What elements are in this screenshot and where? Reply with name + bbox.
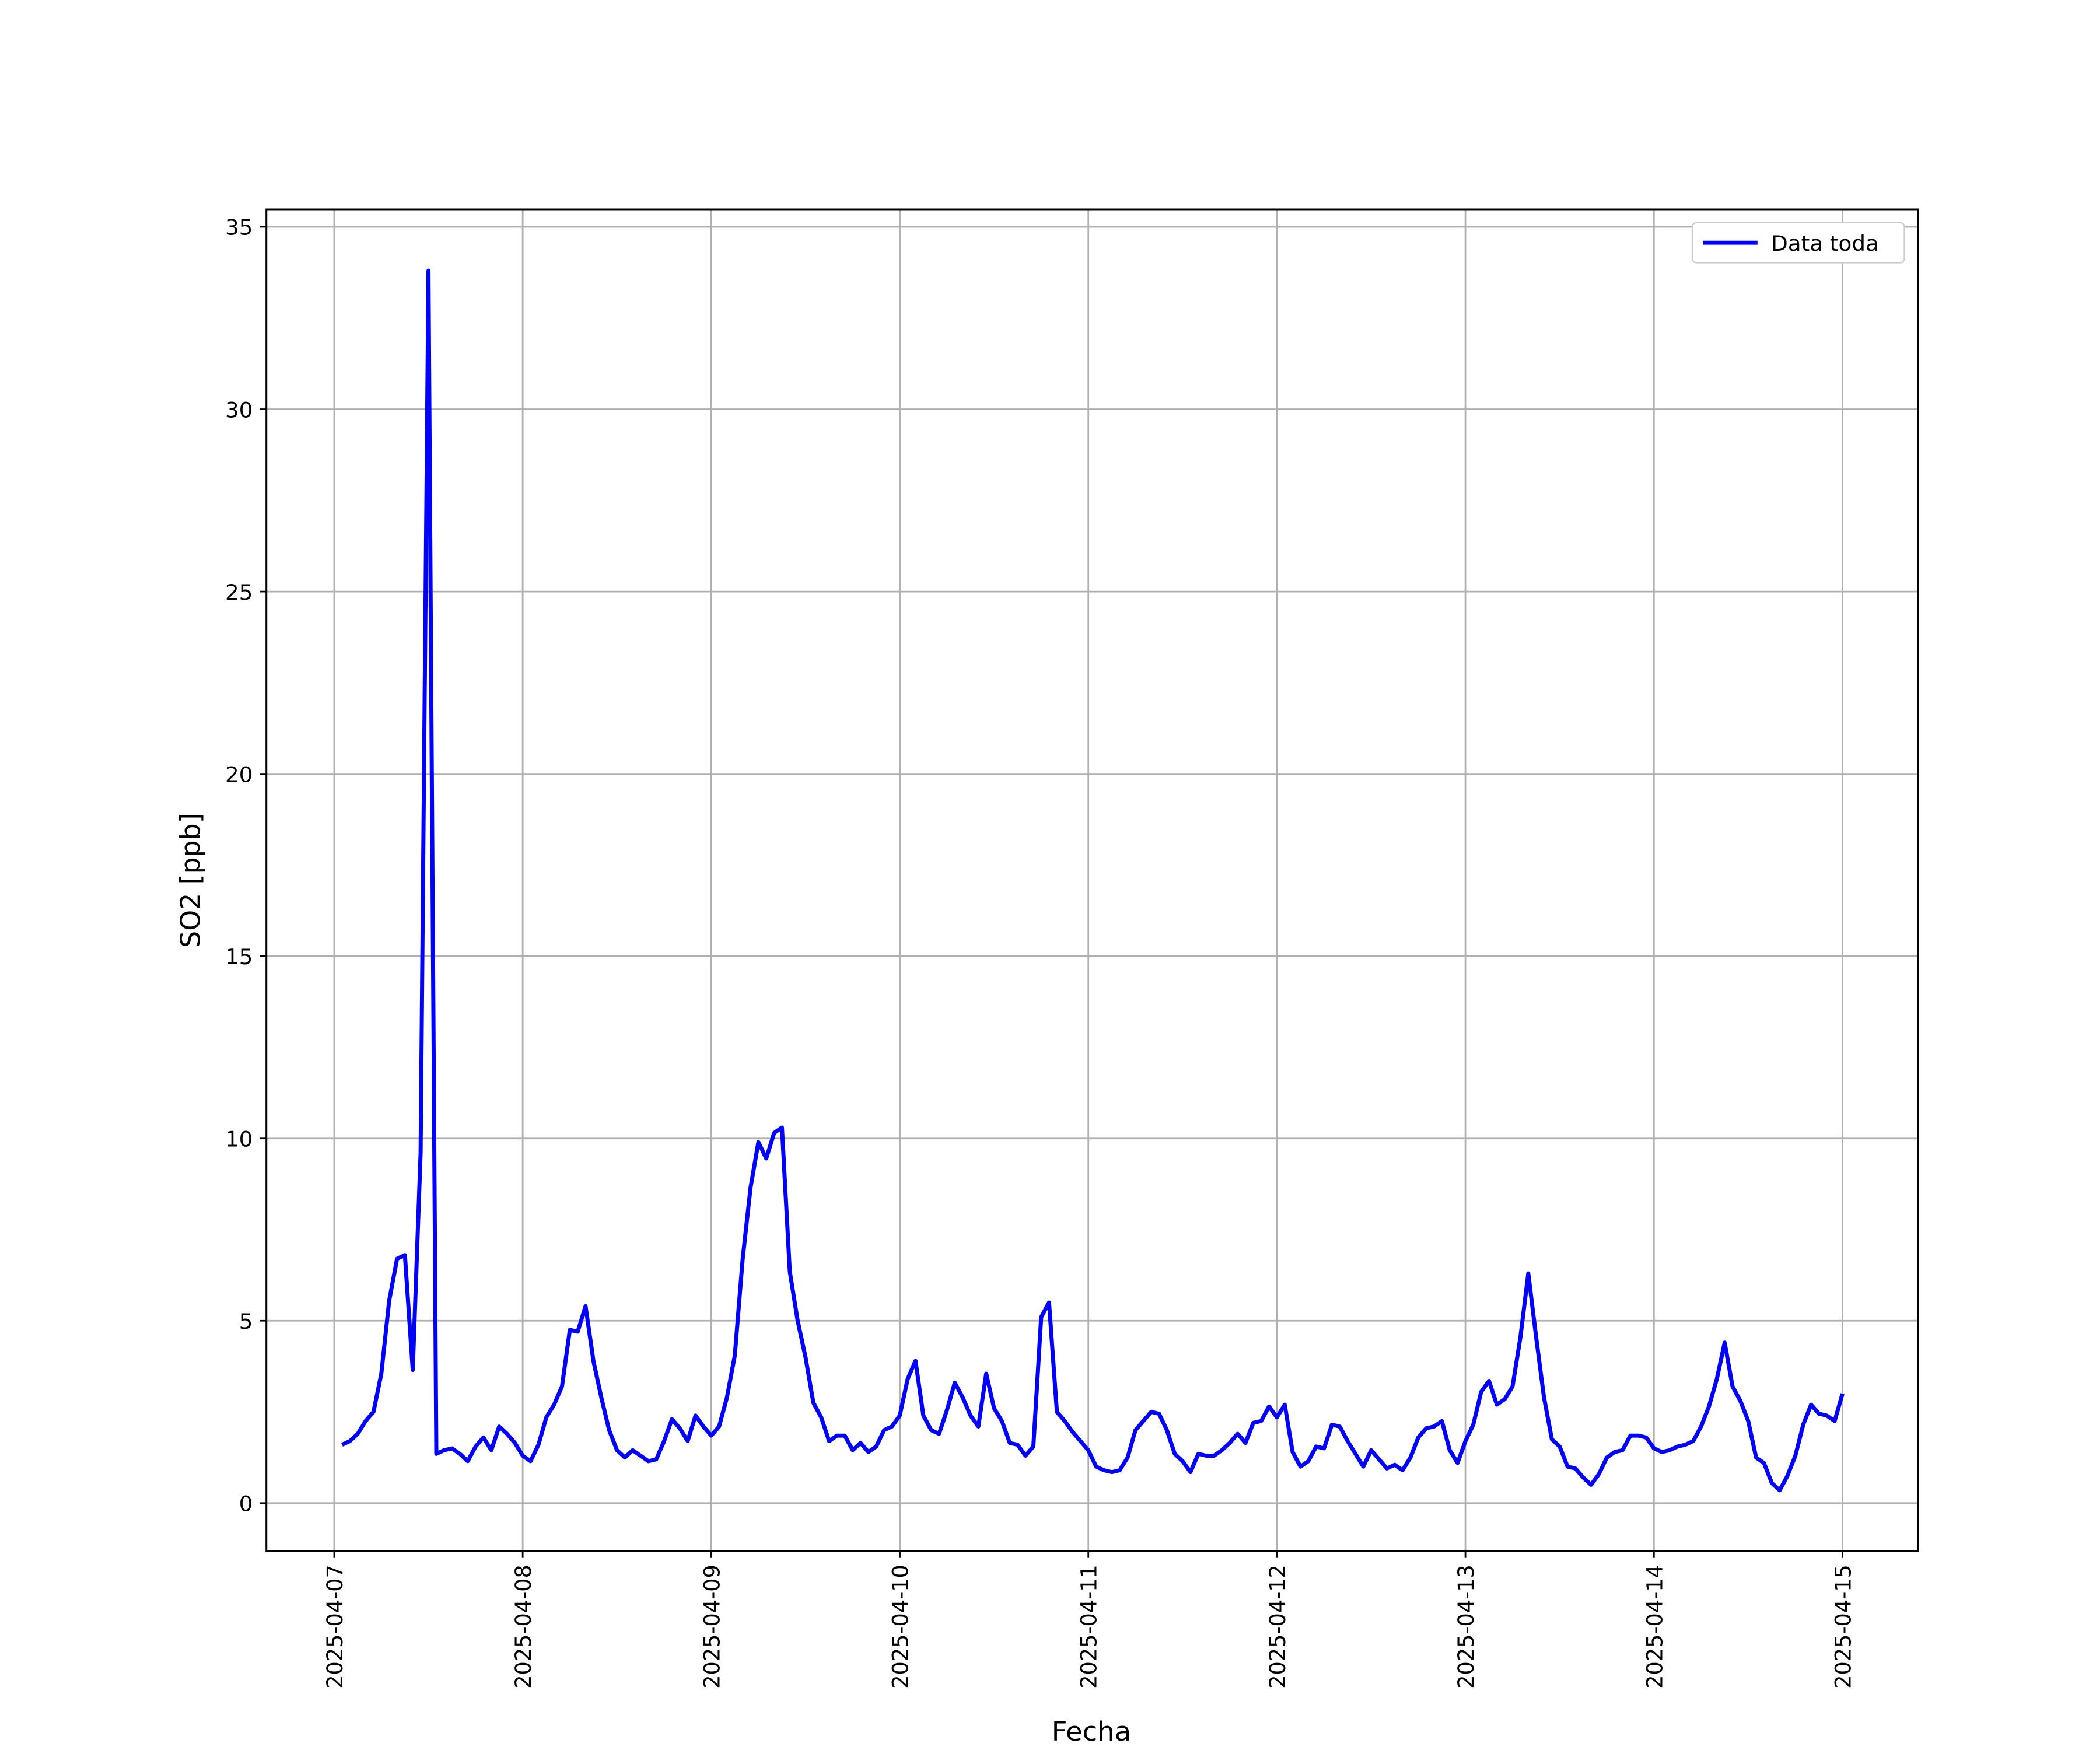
x-tick-label: 2025-04-07 bbox=[323, 1564, 348, 1689]
legend-box bbox=[1691, 222, 1905, 264]
y-tick-label: 30 bbox=[225, 398, 253, 423]
x-tick-label: 2025-04-09 bbox=[699, 1564, 724, 1689]
plot-frame bbox=[265, 208, 1919, 1552]
y-axis-label: SO2 [ppb] bbox=[174, 813, 206, 947]
y-tick-label: 15 bbox=[225, 944, 253, 970]
y-tick-label: 5 bbox=[239, 1309, 253, 1334]
x-axis-label: Fecha bbox=[1052, 1716, 1132, 1746]
x-tick-label: 2025-04-12 bbox=[1265, 1564, 1290, 1689]
data-line bbox=[341, 268, 1845, 1493]
y-tick-label: 25 bbox=[225, 580, 253, 605]
y-tick-label: 10 bbox=[225, 1127, 253, 1152]
x-tick-label: 2025-04-10 bbox=[888, 1564, 913, 1689]
x-tick-label: 2025-04-11 bbox=[1076, 1564, 1101, 1689]
x-tick-label: 2025-04-08 bbox=[511, 1564, 536, 1689]
y-tick-label: 20 bbox=[225, 762, 253, 788]
y-tick-label: 0 bbox=[239, 1492, 253, 1517]
x-tick-label: 2025-04-13 bbox=[1454, 1564, 1479, 1689]
y-tick-label: 35 bbox=[225, 215, 253, 240]
x-tick-label: 2025-04-15 bbox=[1831, 1564, 1856, 1689]
legend-label: Data toda bbox=[1771, 231, 1879, 256]
x-tick-label: 2025-04-14 bbox=[1642, 1564, 1667, 1689]
